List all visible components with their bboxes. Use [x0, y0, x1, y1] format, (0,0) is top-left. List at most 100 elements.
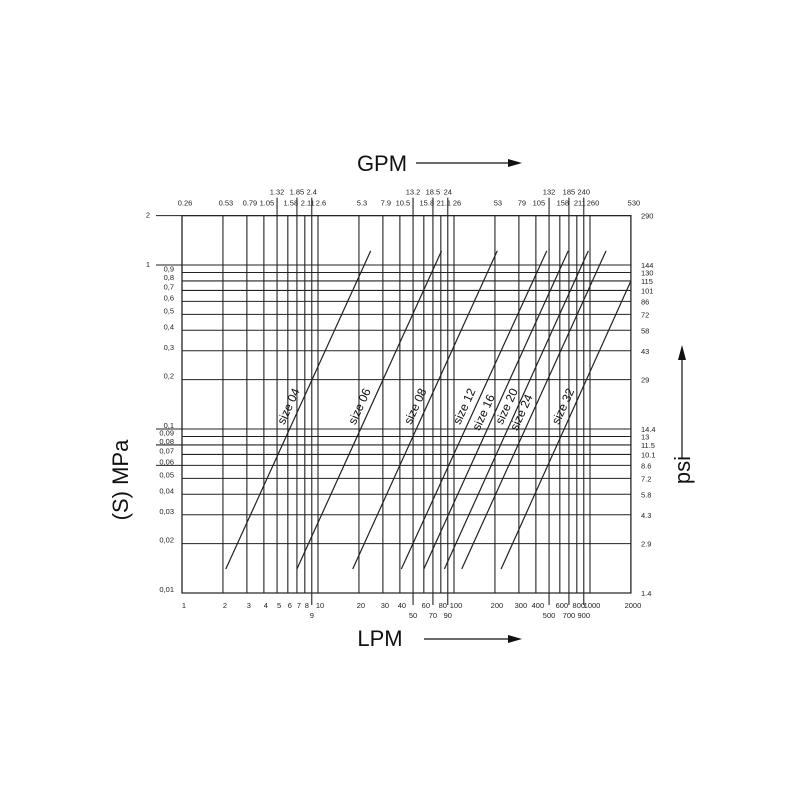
x2-tick-label: 105 [533, 199, 546, 208]
x2-tick-label: 1.05 [260, 199, 275, 208]
x-tick-label: 60 [422, 601, 430, 610]
x2-tick-label: 2.6 [316, 199, 326, 208]
x2-tick-label: 530 [628, 199, 641, 208]
y-tick-label: 0,5 [164, 306, 174, 315]
y-tick-label: 0,01 [159, 585, 174, 594]
x-tick-label: 20 [357, 601, 365, 610]
x2-tick-label: 79 [518, 199, 526, 208]
y-tick-label: 2 [146, 211, 150, 220]
y-tick-label: 0,3 [164, 343, 174, 352]
x-tick-label: 100 [450, 601, 463, 610]
x2-arrow-icon [416, 159, 522, 167]
y2-tick-label: 43 [641, 347, 649, 356]
x2-tick-label: 211 [574, 199, 586, 208]
series-label: size 08 [401, 386, 430, 427]
x2-axis-title: GPM [357, 151, 407, 176]
x-tick-label: 10 [316, 601, 324, 610]
x-axis-title: LPM [357, 626, 402, 651]
x-tick-label: 80 [439, 601, 447, 610]
series-line [296, 250, 443, 570]
y2-tick-label: 86 [641, 297, 649, 306]
y2-tick-label: 72 [641, 310, 649, 319]
y-tick-label: 0,4 [164, 322, 174, 331]
x2-tick-label: 0.53 [219, 199, 234, 208]
x-tick-label: 800 [573, 601, 586, 610]
x2-tick-label: 1.32 [270, 188, 285, 197]
y-tick-label: 0,06 [159, 457, 174, 466]
y-tick-label: 0,05 [159, 470, 174, 479]
x2-tick-label: 10.5 [396, 199, 411, 208]
x-tick-label: 900 [578, 611, 591, 620]
y2-tick-label: 1.4 [641, 589, 651, 598]
series-line [400, 250, 548, 570]
x-tick-label: 4 [264, 601, 268, 610]
x-tick-label: 200 [491, 601, 504, 610]
x-tick-label: 600 [556, 601, 569, 610]
series-label: size 04 [274, 386, 303, 427]
series-line [500, 280, 632, 570]
x2-tick-label: 5.3 [357, 199, 367, 208]
x-tick-label: 400 [532, 601, 545, 610]
y2-tick-label: 2.9 [641, 540, 651, 549]
series-line [423, 250, 569, 570]
x-tick-label: 8 [305, 601, 309, 610]
x-tick-label: 6 [288, 601, 292, 610]
y-tick-label: 0,6 [164, 293, 174, 302]
series-label: size 32 [549, 386, 578, 427]
y-axis-title: (S) MPa [108, 439, 133, 520]
x2-tick-label: 15.8 [420, 199, 435, 208]
y-tick-label: 0,1 [164, 421, 174, 430]
series-line [225, 250, 372, 570]
y-tick-label: 0,8 [164, 273, 174, 282]
y2-arrow-icon [678, 345, 686, 458]
y2-tick-label: 7.2 [641, 474, 651, 483]
x-tick-label: 50 [409, 611, 417, 620]
x-tick-label: 9 [310, 611, 314, 620]
series-line [443, 250, 589, 570]
x-tick-label: 90 [444, 611, 452, 620]
y-tick-label: 0,08 [159, 437, 174, 446]
x-tick-label: 300 [515, 601, 528, 610]
x2-tick-label: 1.85 [290, 188, 305, 197]
x-tick-label: 7 [297, 601, 301, 610]
series-label: size 06 [345, 386, 374, 427]
x-tick-label: 1000 [584, 601, 601, 610]
y2-tick-label: 58 [641, 326, 649, 335]
x-tick-label: 40 [398, 601, 406, 610]
y2-tick-label: 290 [641, 212, 654, 221]
series-line [461, 250, 607, 570]
x2-tick-label: 240 [578, 188, 591, 197]
x2-tick-label: 158 [557, 199, 570, 208]
x2-tick-label: 185 [563, 188, 576, 197]
x-tick-label: 2 [223, 601, 227, 610]
x2-tick-label: 132 [543, 188, 556, 197]
y-tick-label: 0,03 [159, 507, 174, 516]
x-tick-label: 500 [543, 611, 556, 620]
y-tick-label: 0,07 [159, 446, 174, 455]
series-line [352, 250, 498, 570]
y2-tick-label: 5.8 [641, 490, 651, 499]
y-tick-label: 0,09 [159, 429, 174, 438]
y2-tick-label: 130 [641, 269, 654, 278]
y2-tick-label: 4.3 [641, 511, 651, 520]
y2-tick-label: 10.1 [641, 450, 656, 459]
y2-tick-label: 144 [641, 261, 654, 270]
x-arrow-icon [424, 635, 522, 643]
y-tick-label: 0,9 [164, 265, 174, 274]
x2-tick-label: 7.9 [381, 199, 391, 208]
x-tick-label: 70 [429, 611, 437, 620]
y2-axis-title: psi [670, 456, 695, 484]
x2-tick-label: 24 [444, 188, 452, 197]
y2-tick-label: 101 [641, 286, 654, 295]
y2-tick-label: 14.4 [641, 425, 656, 434]
y2-tick-label: 11.5 [641, 441, 655, 450]
x2-tick-label: 53 [494, 199, 502, 208]
x2-tick-label: 21.1 [437, 199, 452, 208]
x-tick-label: 3 [247, 601, 251, 610]
x2-tick-label: 2.11 [301, 199, 315, 208]
y-tick-label: 0,02 [159, 536, 174, 545]
x2-tick-label: 0.79 [243, 199, 258, 208]
